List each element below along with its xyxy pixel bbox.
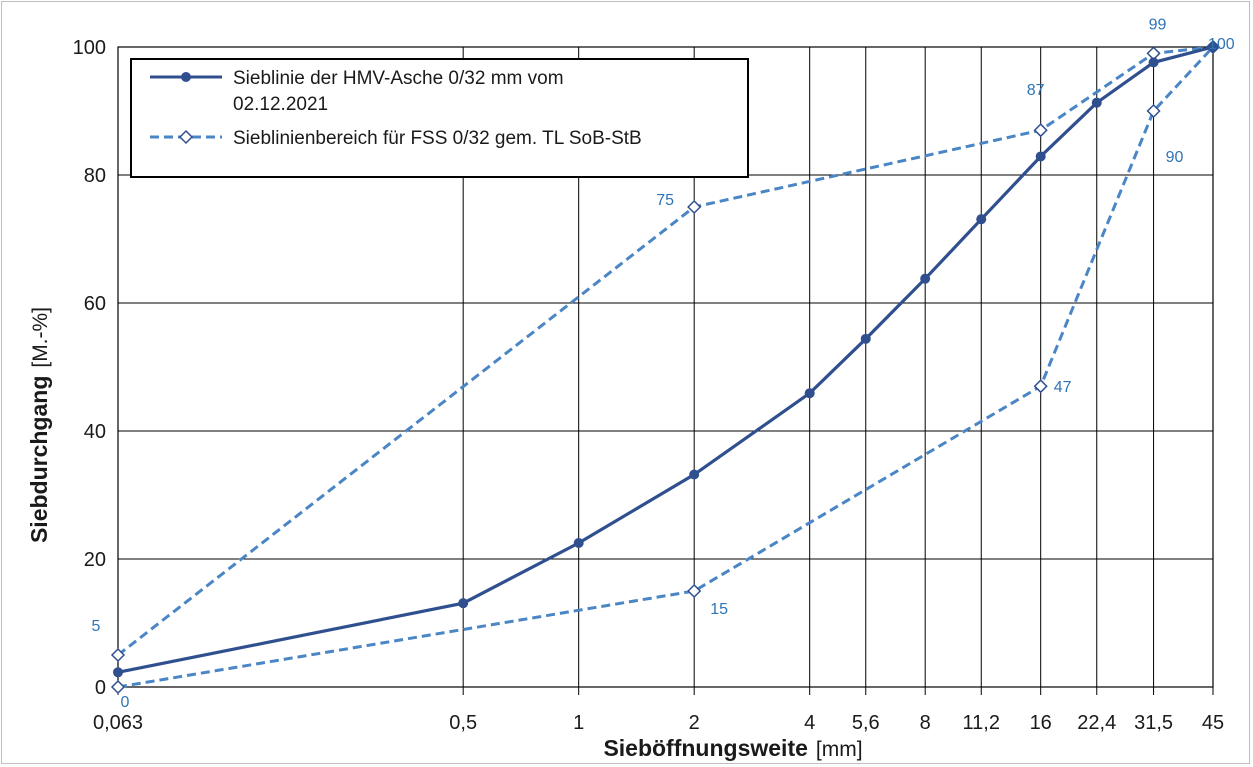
- legend-band-label: Sieblinienbereich für FSS 0/32 gem. TL S…: [233, 128, 642, 149]
- legend-main-swatch-marker: [181, 72, 191, 82]
- y-axis-title: Siebdurchgang [M.-%]: [26, 307, 52, 543]
- legend-main-label-line2: 02.12.2021: [233, 94, 328, 115]
- band-lower-marker: [687, 583, 702, 599]
- main-series-marker: [1035, 151, 1046, 162]
- main-series-marker: [920, 273, 931, 284]
- x-tick-label: 2: [689, 712, 700, 734]
- main-series-marker: [804, 388, 815, 399]
- y-axis-title-bold: Siebdurchgang: [26, 376, 52, 543]
- y-tick-label: 20: [84, 549, 106, 571]
- x-tick-label: 45: [1202, 712, 1224, 734]
- y-tick-label: 60: [84, 293, 106, 315]
- x-axis: 0,063 0,5 1 2 4 5,6 8 11,2 16 22,4 31,5 45: [93, 687, 1224, 734]
- legend-band-swatch-marker: [178, 129, 194, 145]
- x-tick-label: 5,6: [852, 712, 880, 734]
- main-series-marker: [860, 333, 871, 344]
- plot-area-border: [117, 46, 1214, 688]
- main-series-marker: [573, 538, 584, 548]
- main-series-marker: [1091, 97, 1102, 108]
- y-tick-label: 40: [84, 421, 106, 443]
- band-lower-marker: [110, 679, 126, 695]
- main-series: [113, 42, 1218, 678]
- band-point-label: 15: [710, 601, 728, 618]
- band-upper-marker: [110, 647, 126, 663]
- main-series-marker: [1148, 57, 1159, 68]
- main-series-marker: [689, 469, 700, 480]
- x-tick-label: 22,4: [1077, 712, 1116, 734]
- band-point-label: 99: [1149, 16, 1167, 33]
- y-tick-label: 80: [84, 165, 106, 187]
- band-point-label: 100: [1208, 36, 1235, 53]
- main-series-marker: [976, 214, 987, 225]
- legend: Sieblinie der HMV-Asche 0/32 mm vom 02.1…: [130, 58, 749, 178]
- legend-box: [130, 58, 749, 178]
- x-tick-label: 0,063: [93, 712, 143, 734]
- y-tick-label: 100: [73, 37, 106, 59]
- band-lower-marker: [1146, 103, 1161, 119]
- x-tick-label: 8: [920, 712, 931, 734]
- band-lower-marker: [1033, 379, 1048, 394]
- x-tick-label: 1: [573, 712, 584, 734]
- x-axis-title-unit: [mm]: [816, 738, 863, 761]
- main-series-line: [117, 45, 1214, 674]
- y-axis: 0 20 40 60 80 100: [73, 37, 106, 699]
- x-tick-label: 16: [1030, 712, 1052, 734]
- y-axis-title-unit: [M.-%]: [29, 307, 52, 368]
- x-tick-label: 11,2: [963, 712, 1000, 734]
- band-upper-marker: [1033, 123, 1048, 138]
- main-series-marker: [1208, 42, 1218, 52]
- band-upper-marker: [687, 199, 702, 215]
- x-tick-label: 4: [804, 712, 815, 734]
- band-point-labels: 5 75 87 99 100 0 15 47 90: [92, 16, 1235, 711]
- y-tick-label: 0: [95, 677, 106, 699]
- band-point-label: 87: [1027, 82, 1045, 99]
- x-axis-title: Sieböffnungsweite [mm]: [603, 735, 862, 761]
- x-axis-title-bold: Sieböffnungsweite: [603, 735, 807, 761]
- main-series-marker: [113, 667, 123, 678]
- legend-main-label: Sieblinie der HMV-Asche 0/32 mm vom 02.1…: [233, 68, 569, 115]
- x-tick-label: 31,5: [1134, 712, 1173, 734]
- band-point-label: 0: [121, 694, 130, 711]
- main-series-marker: [458, 598, 469, 609]
- legend-main-label-line1: Sieblinie der HMV-Asche 0/32 mm vom: [233, 68, 564, 89]
- band-point-label: 90: [1166, 149, 1184, 166]
- band-point-label: 5: [92, 618, 101, 635]
- x-tick-label: 0,5: [449, 712, 477, 734]
- band-point-label: 75: [656, 192, 674, 209]
- band-point-label: 47: [1054, 379, 1072, 396]
